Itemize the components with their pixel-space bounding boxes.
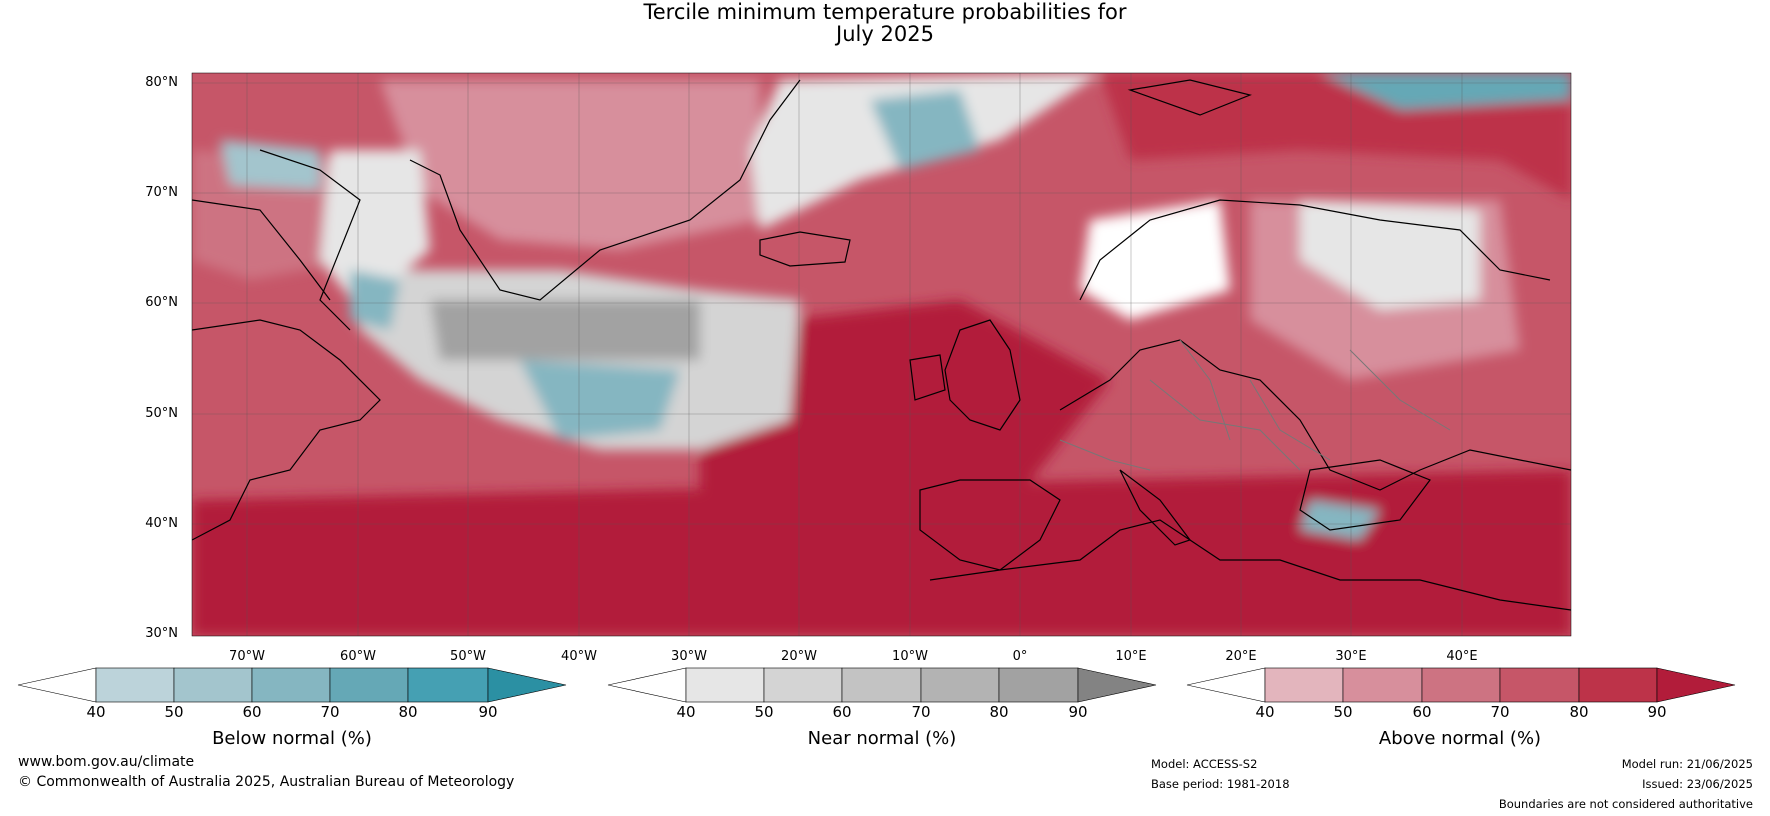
colorbar-tick: 80 [989, 703, 1009, 721]
lat-label-40n: 40°N [145, 516, 178, 531]
lon-label-50w: 50°W [450, 649, 486, 664]
footer-copyright: © Commonwealth of Australia 2025, Austra… [18, 774, 515, 790]
below-normal-barents [1320, 73, 1571, 110]
svalbard-coast [1127, 79, 1252, 116]
colorbar-label-above-normal: Above normal (%) [1378, 728, 1542, 749]
country-borders [1059, 339, 1451, 471]
lon-label-30e: 30°E [1335, 649, 1367, 664]
canada-coast [192, 319, 381, 541]
map-title-line-1: Tercile minimum temperature probabilitie… [643, 0, 1127, 24]
below-normal-baffin [220, 140, 320, 190]
below-normal-atlantic [520, 360, 680, 440]
colorbar-tick: 90 [1068, 703, 1088, 721]
colorbar-tick: 40 [676, 703, 696, 721]
lon-label-30w: 30°W [671, 649, 707, 664]
lon-label-10e: 10°E [1115, 649, 1147, 664]
footer-website-link[interactable]: www.bom.gov.au/climate [18, 754, 195, 770]
footer-model: Model: ACCESS-S2 [1151, 757, 1258, 771]
british-isles-coast [944, 319, 1021, 431]
colorbar-tick: 70 [1490, 703, 1510, 721]
colorbar-tick: 80 [1569, 703, 1589, 721]
lon-label-40w: 40°W [561, 649, 597, 664]
colorbar-tick: 50 [754, 703, 774, 721]
lat-label-30n: 30°N [145, 626, 178, 641]
colorbar-tick: 60 [1412, 703, 1432, 721]
lon-label-70w: 70°W [229, 649, 265, 664]
europe-coast [1059, 339, 1571, 491]
below-normal-black-sea [1300, 500, 1380, 540]
colorbar-label-below-normal: Below normal (%) [212, 728, 372, 749]
map-title-line-2: July 2025 [836, 22, 934, 46]
colorbar-below-normal [17, 667, 567, 703]
labrador-coast [259, 149, 361, 331]
lat-label-60n: 60°N [145, 295, 178, 310]
colorbar-tick: 90 [478, 703, 498, 721]
footer-model-run: Model run: 21/06/2025 [1621, 757, 1753, 771]
lat-label-80n: 80°N [145, 75, 178, 90]
black-sea-coast [1299, 459, 1431, 531]
near-normal-40-russia [1300, 200, 1480, 310]
above-normal-90-south [192, 470, 1571, 636]
near-normal-90-atlantic [430, 300, 700, 360]
colorbar-tick: 90 [1647, 703, 1667, 721]
below-normal-fram-strait [870, 90, 980, 170]
colorbar-tick: 80 [398, 703, 418, 721]
map-plot-area [192, 73, 1571, 636]
colorbar-above-normal [1186, 667, 1736, 703]
footer-issued: Issued: 23/06/2025 [1642, 777, 1753, 791]
colorbar-label-near-normal: Near normal (%) [807, 728, 957, 749]
graticule [192, 73, 1571, 636]
lon-label-20e: 20°E [1225, 649, 1257, 664]
iberia-coast [919, 479, 1061, 571]
greenland-coast [409, 79, 801, 301]
lon-label-40e: 40°E [1446, 649, 1478, 664]
colorbar-tick: 60 [832, 703, 852, 721]
baffin-coast [192, 199, 331, 301]
coastlines [192, 79, 1571, 611]
lat-label-50n: 50°N [145, 406, 178, 421]
colorbar-tick: 70 [911, 703, 931, 721]
lat-label-70n: 70°N [145, 185, 178, 200]
scandinavia-coast [1079, 199, 1551, 301]
above-normal-60-greenland [380, 80, 760, 250]
colorbar-tick: 40 [1255, 703, 1275, 721]
italy-coast [1119, 469, 1191, 546]
africa-coast [929, 519, 1571, 611]
ireland-coast [909, 354, 946, 401]
footer-base-period: Base period: 1981-2018 [1151, 777, 1290, 791]
colorbar-tick: 40 [86, 703, 106, 721]
lon-label-60w: 60°W [340, 649, 376, 664]
below-normal-labrador [350, 270, 400, 330]
colorbar-tick: 50 [164, 703, 184, 721]
lon-label-20w: 20°W [781, 649, 817, 664]
footer-disclaimer: Boundaries are not considered authoritat… [1498, 797, 1753, 811]
colorbar-near-normal [607, 667, 1157, 703]
white-scandinavia [1080, 200, 1230, 320]
lon-label-10w: 10°W [892, 649, 928, 664]
lon-label-0: 0° [1012, 649, 1028, 664]
iceland-coast [759, 231, 851, 267]
above-normal-90-atlantic [700, 300, 1110, 520]
colorbar-tick: 60 [242, 703, 262, 721]
map-frame [191, 72, 1572, 637]
colorbar-tick: 70 [320, 703, 340, 721]
colorbar-tick: 50 [1333, 703, 1353, 721]
